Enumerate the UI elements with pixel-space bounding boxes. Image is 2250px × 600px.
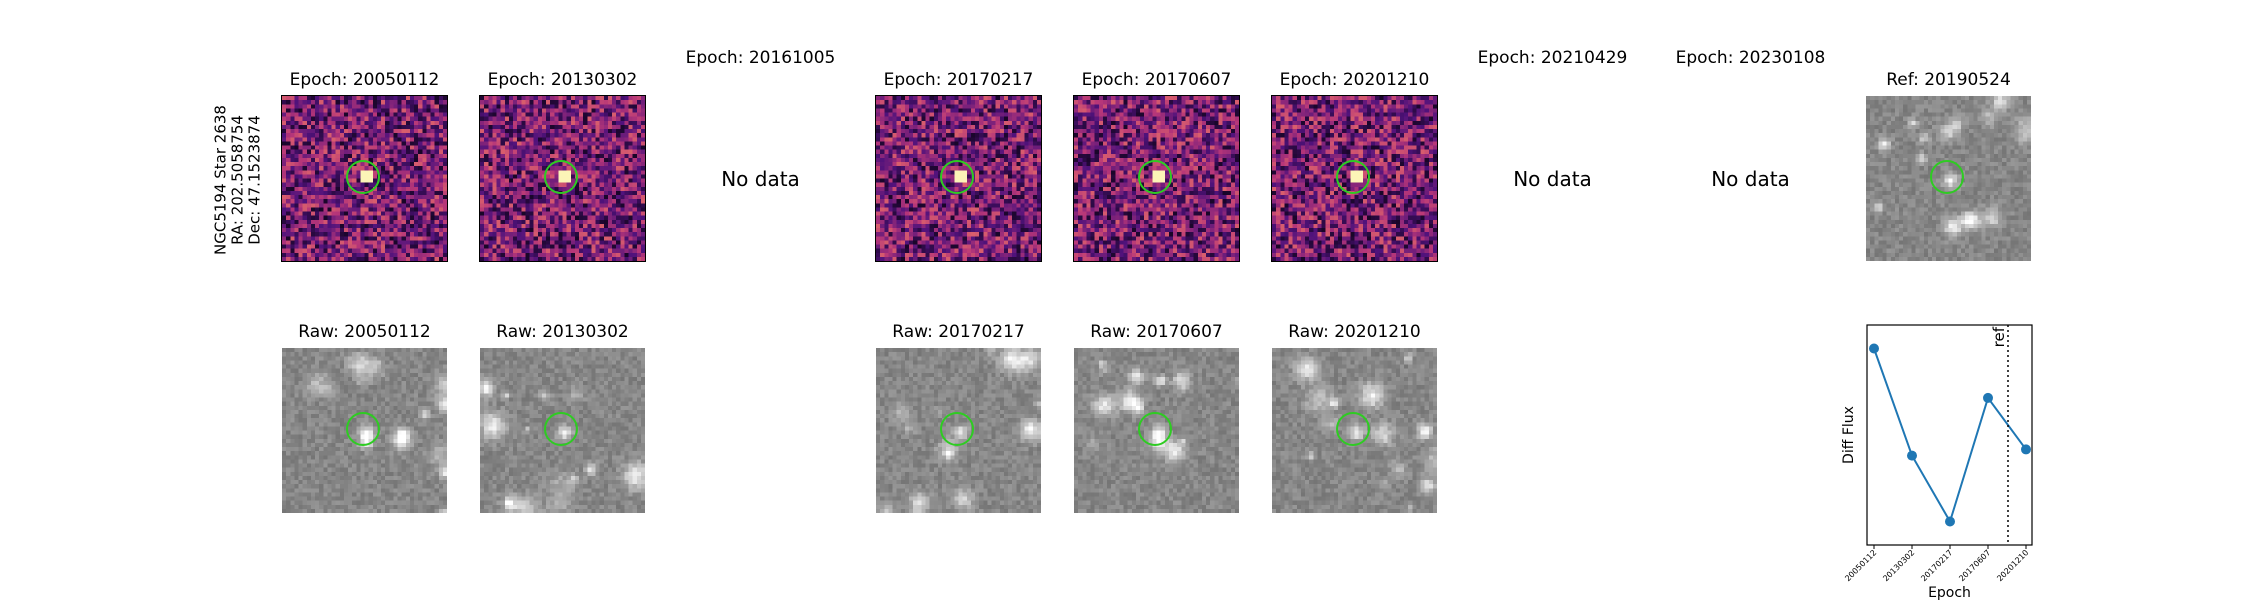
x-tick-label: 20170217 [1919,548,1954,583]
data-point [1945,516,1955,527]
series-line [1873,348,2027,525]
raw-title: Raw: 20170217 [892,322,1025,342]
diff-image [479,95,646,262]
star-info-label: NGC5194 Star 2638 RA: 202.5058754 Dec: 4… [211,105,264,255]
aperture-circle [940,412,974,446]
diff-title-empty: Epoch: 20161005 [685,48,836,68]
diff-title: Epoch: 20050112 [289,70,440,90]
star-ra: RA: 202.5058754 [228,115,247,245]
data-point [1983,392,1993,403]
raw-title: Raw: 20201210 [1288,322,1421,342]
light-curve-chart: ref 20050112 20130302 20170217 20170607 20201… [1841,324,2033,600]
x-tick-label: 20201210 [1995,548,2030,583]
x-tick-label: 20130302 [1881,548,1916,583]
ref-annotation: ref [1990,326,2008,347]
diff-title: Epoch: 20170607 [1081,70,1232,90]
no-data-text: No data [1711,166,1790,191]
aperture-circle [346,160,380,194]
aperture-circle [940,160,974,194]
aperture-circle [346,412,380,446]
aperture-circle [1138,412,1172,446]
raw-image [1272,348,1437,513]
y-axis-label: Diff Flux [1841,406,1857,464]
diff-title-empty: Epoch: 20230108 [1675,48,1826,68]
star-dec: Dec: 47.1523874 [245,115,264,245]
diff-title-empty: Epoch: 20210429 [1477,48,1628,68]
x-tick-label: 20170607 [1957,548,1992,583]
raw-title: Raw: 20130302 [496,322,629,342]
diff-image [1073,95,1240,262]
raw-image [282,348,447,513]
aperture-circle [1930,160,1964,194]
raw-image [480,348,645,513]
aperture-circle [544,412,578,446]
aperture-circle [1336,160,1370,194]
no-data-text: No data [721,166,800,191]
data-point [1869,343,1879,354]
ref-image [1866,96,2031,261]
diff-image [281,95,448,262]
diff-image [875,95,1042,262]
diff-image [1271,95,1438,262]
raw-title: Raw: 20050112 [298,322,431,342]
star-name: NGC5194 Star 2638 [211,105,230,255]
ref-title: Ref: 20190524 [1886,70,2011,90]
data-point [1907,450,1917,461]
raw-image [876,348,1041,513]
raw-image [1074,348,1239,513]
diff-title: Epoch: 20201210 [1279,70,1430,90]
raw-title: Raw: 20170607 [1090,322,1223,342]
x-axis-label: Epoch [1928,585,1971,600]
aperture-circle [1138,160,1172,194]
diff-title: Epoch: 20130302 [487,70,638,90]
data-point [2021,444,2031,455]
x-tick-label: 20050112 [1843,548,1878,583]
aperture-circle [1336,412,1370,446]
aperture-circle [544,160,578,194]
diff-title: Epoch: 20170217 [883,70,1034,90]
no-data-text: No data [1513,166,1592,191]
